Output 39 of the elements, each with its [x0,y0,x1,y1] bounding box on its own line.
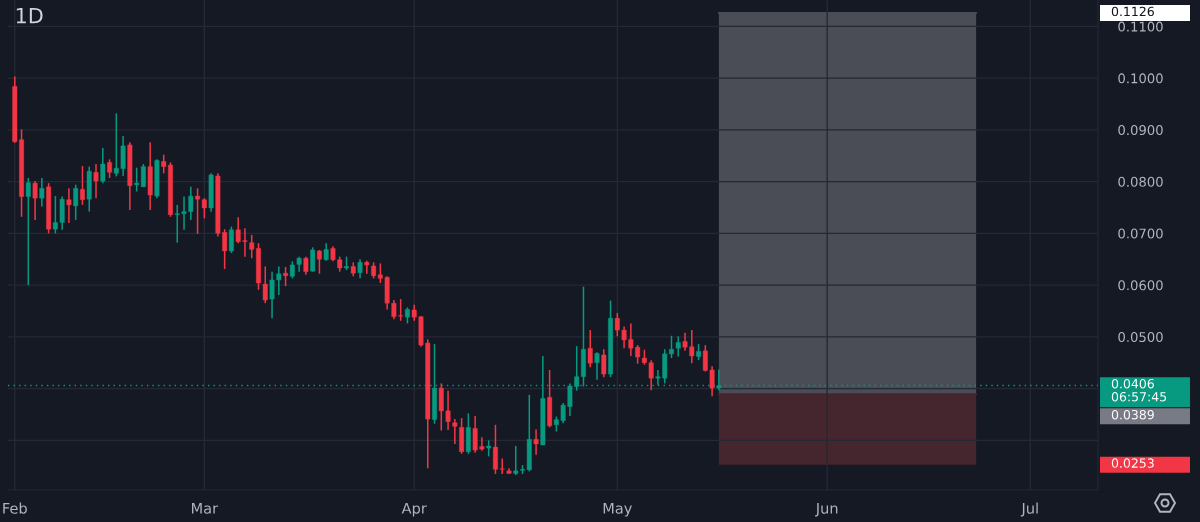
candlestick [66,187,72,224]
y-tick-label: 0.0900 [1118,125,1163,136]
candlestick [310,246,316,273]
candlestick [283,266,289,287]
y-tick-label: 0.1000 [1118,73,1163,84]
text: 0.1126 [1111,6,1154,17]
x-tick-label: Mar [192,502,219,514]
x-tick-label: May [603,502,632,517]
candlestick [587,329,593,369]
text: 0.0389 [1111,409,1154,420]
candlestick [39,177,45,208]
x-tick-label: Jun [815,502,838,517]
candlestick [25,177,31,286]
candlestick [32,180,38,221]
x-tick-label: Jul [1020,502,1038,517]
candlestick [73,183,79,221]
candlestick [675,335,681,358]
candlestick [228,225,234,254]
candlestick [716,368,722,391]
candlestick [452,418,458,445]
y-tick-label: 0.0600 [1118,280,1163,291]
candlestick [100,147,106,184]
candlestick [594,351,600,381]
candlestick [93,163,99,199]
ref-line-label: 0.0406 06:57:45 [1111,378,1167,402]
candlestick [533,428,539,456]
x-tick-label: Apr [401,502,427,517]
y-tick-label: 0.0800 [1118,176,1163,187]
y-tick-label: 0.1100 [1118,21,1163,32]
candlestick [80,165,85,206]
x-tick-label: Feb [3,502,27,514]
candlestick [601,348,607,378]
candlestick [357,258,363,280]
y-tick-label: 0.0500 [1118,332,1163,343]
y-tick-label: 0.0700 [1118,228,1163,239]
candlestick [107,158,112,179]
chart-title: 1D [16,7,43,24]
candlestick [303,255,309,276]
text: 0.0253 [1111,458,1154,468]
